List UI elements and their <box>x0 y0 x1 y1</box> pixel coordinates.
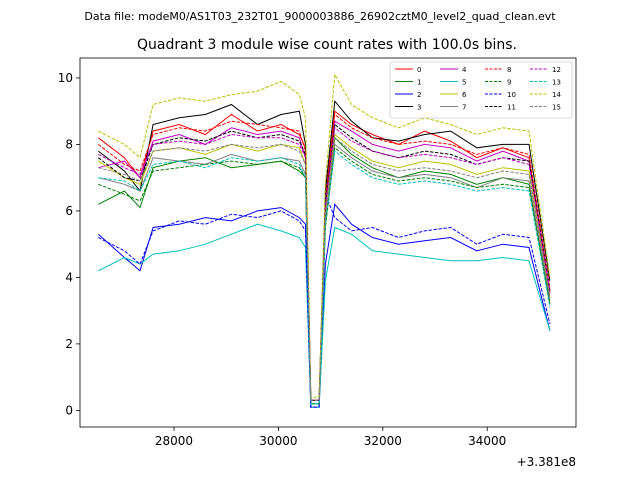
legend-label-6: 6 <box>462 91 467 99</box>
plot-area <box>80 58 576 427</box>
axes-frame <box>79 57 577 428</box>
series-line-15 <box>98 136 551 401</box>
legend-label-7: 7 <box>462 104 466 112</box>
legend-label-9: 9 <box>507 79 511 87</box>
y-tick-label: 10 <box>58 71 73 85</box>
y-tick-label: 2 <box>65 337 73 351</box>
x-tick-label: 32000 <box>364 434 402 448</box>
x-tick-label: 34000 <box>468 434 506 448</box>
chart-title: Quadrant 3 module wise count rates with … <box>137 37 517 53</box>
legend-box <box>389 61 573 119</box>
legend-label-1: 1 <box>417 79 421 87</box>
legend-label-12: 12 <box>552 66 561 74</box>
legend-label-8: 8 <box>507 66 511 74</box>
legend-label-5: 5 <box>462 79 466 87</box>
legend-label-2: 2 <box>417 91 421 99</box>
y-tick-label: 8 <box>65 137 73 151</box>
x-tick-label: 28000 <box>155 434 193 448</box>
series-layer <box>97 72 551 408</box>
series-line-13 <box>98 150 551 405</box>
legend-label-4: 4 <box>462 66 467 74</box>
series-line-11 <box>97 123 551 401</box>
x-tick-label: 30000 <box>259 434 297 448</box>
y-tick-label: 6 <box>65 204 73 218</box>
legend-label-13: 13 <box>552 79 561 87</box>
legend-label-3: 3 <box>417 104 421 112</box>
chart-suptitle: Data file: modeM0/AS1T03_232T01_90000038… <box>84 10 556 23</box>
legend-label-10: 10 <box>507 91 516 99</box>
legend-label-0: 0 <box>417 66 421 74</box>
y-tick-label: 4 <box>65 270 73 284</box>
y-tick-label: 0 <box>65 403 73 417</box>
legend-label-15: 15 <box>552 104 561 112</box>
series-line-14 <box>98 72 551 398</box>
legend-label-11: 11 <box>507 104 516 112</box>
x-offset-label: +3.381e8 <box>517 455 576 469</box>
series-line-10 <box>98 194 551 408</box>
legend-label-14: 14 <box>552 91 561 99</box>
